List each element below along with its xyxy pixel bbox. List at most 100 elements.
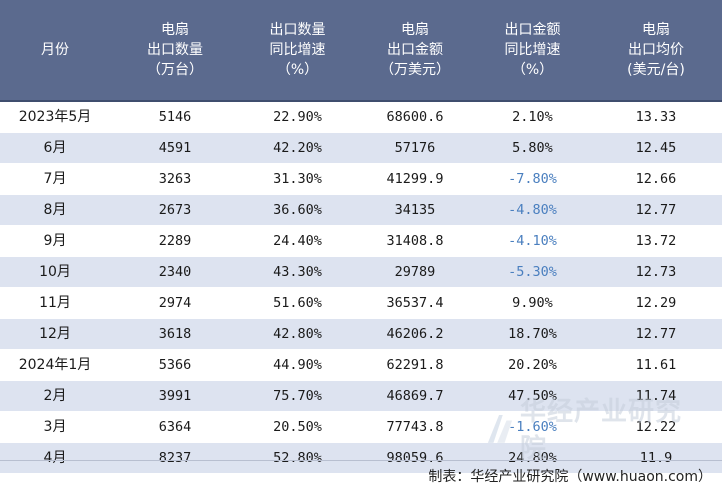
table-row: 2023年5月 5146 22.90% 68600.6 2.10% 13.33 xyxy=(0,102,722,133)
amt-yoy-cell: -1.60% xyxy=(508,419,557,435)
table-body: 2023年5月 5146 22.90% 68600.6 2.10% 13.33 6月 4591… xyxy=(0,102,722,474)
header-qty-yoy: 出口数量 同比增速 （%） xyxy=(240,0,355,100)
header-qty: 电扇出口数量 （万台） xyxy=(110,0,240,100)
qty-yoy-cell: 22.90% xyxy=(273,109,322,125)
amt-cell: 98059.6 xyxy=(386,450,444,466)
qty-yoy-cell: 24.40% xyxy=(273,233,322,249)
table-row: 12月 3618 42.80% 46206.2 18.70% 12.77 xyxy=(0,319,722,350)
amt-yoy-cell: 5.80% xyxy=(512,140,553,156)
month-cell: 7月 xyxy=(43,171,67,187)
qty-cell: 3263 xyxy=(158,171,192,187)
qty-yoy-cell: 42.20% xyxy=(273,140,322,156)
month-cell: 2月 xyxy=(43,388,67,404)
qty-cell: 3618 xyxy=(158,326,192,342)
qty-cell: 4591 xyxy=(158,140,192,156)
amt-cell: 62291.8 xyxy=(386,357,444,373)
qty-cell: 5366 xyxy=(158,357,192,373)
month-cell: 10月 xyxy=(39,264,71,280)
amt-cell: 46869.7 xyxy=(386,388,444,404)
price-cell: 12.45 xyxy=(635,140,677,156)
price-cell: 11.9 xyxy=(639,450,673,466)
amt-cell: 46206.2 xyxy=(386,326,444,342)
amt-cell: 31408.8 xyxy=(386,233,444,249)
header-line: 电扇 xyxy=(641,22,670,38)
header-line: 出口金额 xyxy=(387,42,443,58)
header-line: 出口数量 xyxy=(147,42,203,58)
qty-yoy-cell: 44.90% xyxy=(273,357,322,373)
amt-yoy-cell: 9.90% xyxy=(512,295,553,311)
header-line: （万台） xyxy=(147,62,203,78)
amt-yoy-cell: -4.10% xyxy=(508,233,557,249)
header-line: 出口均价 xyxy=(627,42,684,58)
source-note: 制表：华经产业研究院（www.huaon.com） xyxy=(428,469,712,485)
month-cell: 3月 xyxy=(43,419,67,435)
bottom-divider xyxy=(0,460,722,461)
header-line: 同比增速 xyxy=(269,42,326,58)
qty-yoy-cell: 52.80% xyxy=(273,450,322,466)
qty-yoy-cell: 75.70% xyxy=(273,388,322,404)
header-line: 出口数量 xyxy=(269,22,326,38)
table-row: 6月 4591 42.20% 57176 5.80% 12.45 xyxy=(0,133,722,164)
table-row: 2024年1月 5366 44.90% 62291.8 20.20% 11.61 xyxy=(0,350,722,381)
qty-yoy-cell: 20.50% xyxy=(273,419,322,435)
price-cell: 12.22 xyxy=(635,419,677,435)
qty-cell: 2340 xyxy=(158,264,192,280)
amt-yoy-cell: -5.30% xyxy=(508,264,557,280)
amt-cell: 34135 xyxy=(394,202,436,218)
table-row: 4月 8237 52.80% 98059.6 24.80% 11.9 xyxy=(0,443,722,474)
header-amt: 电扇 出口金额 （万美元） xyxy=(355,0,475,100)
table-row: 11月 2974 51.60% 36537.4 9.90% 12.29 xyxy=(0,288,722,319)
qty-cell: 8237 xyxy=(158,450,192,466)
qty-cell: 2974 xyxy=(158,295,192,311)
amt-yoy-cell: 47.50% xyxy=(508,388,557,404)
table-row: 2月 3991 75.70% 46869.7 47.50% 11.74 xyxy=(0,381,722,412)
header-month: 月份 xyxy=(0,0,110,100)
qty-yoy-cell: 43.30% xyxy=(273,264,322,280)
price-cell: 13.72 xyxy=(635,233,677,249)
month-cell: 8月 xyxy=(43,202,67,218)
amt-cell: 41299.9 xyxy=(386,171,444,187)
amt-yoy-cell: -4.80% xyxy=(508,202,557,218)
price-cell: 12.77 xyxy=(635,326,677,342)
amt-cell: 77743.8 xyxy=(386,419,444,435)
table-row: 3月 6364 20.50% 77743.8 -1.60% 12.22 xyxy=(0,412,722,443)
export-table: 月份 电扇 出口数量 （万台） 出口数量 同比增速 （%） 电扇 出口金额 （万美元） 出口金额 同比… xyxy=(0,0,722,474)
table-row: 9月 2289 24.40% 31408.8 -4.10% 13.72 xyxy=(0,226,722,257)
header-line: （万美元） xyxy=(380,62,450,78)
month-cell: 12月 xyxy=(39,326,71,342)
header-line: (美元/台) xyxy=(627,62,685,78)
amt-cell: 36537.4 xyxy=(386,295,444,311)
month-cell: 2024年1月 xyxy=(18,357,92,373)
header-amt-yoy: 出口金额 同比增速 （%） xyxy=(475,0,590,100)
table-row: 8月 2673 36.60% 34135 -4.80% 12.77 xyxy=(0,195,722,226)
month-cell: 6月 xyxy=(43,140,67,156)
qty-yoy-cell: 42.80% xyxy=(273,326,322,342)
qty-cell: 3991 xyxy=(158,388,192,404)
amt-yoy-cell: -7.80% xyxy=(508,171,557,187)
qty-cell: 2289 xyxy=(158,233,192,249)
month-cell: 11月 xyxy=(39,295,71,311)
price-cell: 12.66 xyxy=(635,171,677,187)
table-row: 7月 3263 31.30% 41299.9 -7.80% 12.66 xyxy=(0,164,722,195)
amt-yoy-cell: 24.80% xyxy=(508,450,557,466)
header-price: 电扇出口均价 (美元/台) xyxy=(590,0,722,100)
amt-yoy-cell: 18.70% xyxy=(508,326,557,342)
header-line: 月份 xyxy=(41,42,69,58)
month-cell: 2023年5月 xyxy=(18,109,92,125)
price-cell: 12.73 xyxy=(635,264,677,280)
amt-cell: 29789 xyxy=(394,264,436,280)
month-cell: 9月 xyxy=(43,233,67,249)
table-row: 10月 2340 43.30% 29789 -5.30% 12.73 xyxy=(0,257,722,288)
price-cell: 13.33 xyxy=(635,109,677,125)
amt-cell: 57176 xyxy=(394,140,436,156)
table-header: 月份 电扇 出口数量 （万台） 出口数量 同比增速 （%） 电扇 出口金额 （万美元） 出口金额 同比… xyxy=(0,0,722,102)
qty-yoy-cell: 51.60% xyxy=(273,295,322,311)
qty-cell: 2673 xyxy=(158,202,192,218)
qty-cell: 5146 xyxy=(158,109,192,125)
header-line: 同比增速 xyxy=(504,42,561,58)
month-cell: 4月 xyxy=(43,450,67,466)
header-line: 出口金额 xyxy=(504,22,561,38)
header-line: 电扇 xyxy=(161,22,189,38)
qty-cell: 6364 xyxy=(158,419,192,435)
price-cell: 11.74 xyxy=(635,388,677,404)
